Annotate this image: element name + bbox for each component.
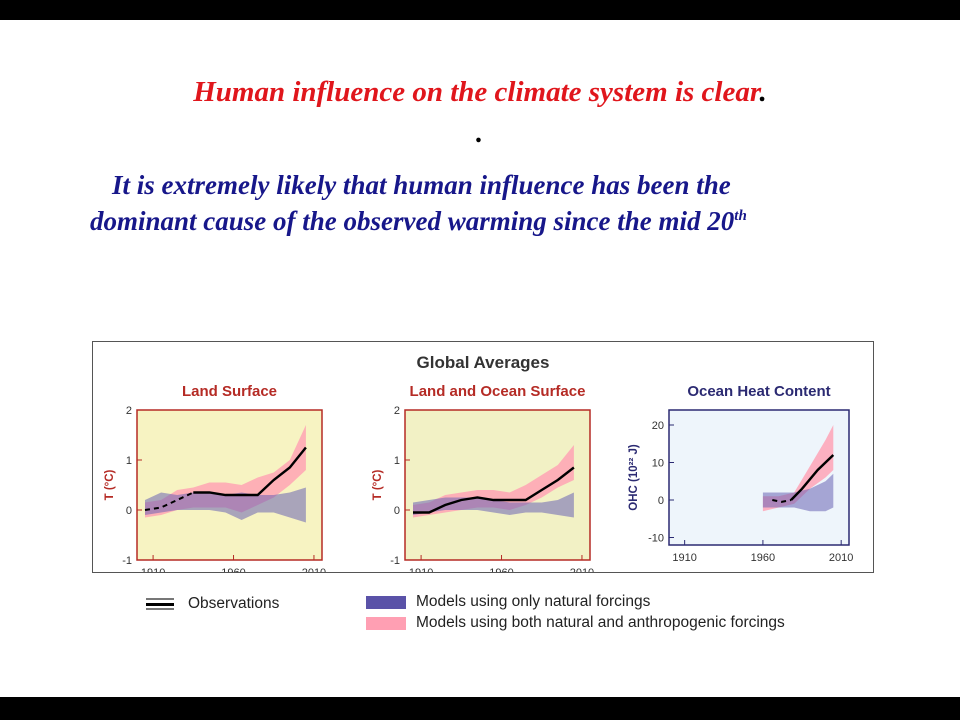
- headline-period: .: [759, 76, 767, 108]
- panel-title: Land and Ocean Surface: [410, 383, 586, 400]
- y-tick-label: -10: [648, 533, 664, 545]
- series-natural-band: [413, 492, 574, 518]
- panel-3: Ocean Heat Content -10 0 10 20 1910 1960 2010 OH…: [628, 383, 853, 564]
- legend-natural-label: Models using only natural forcings: [416, 593, 651, 610]
- panel-frame: [136, 409, 323, 561]
- x-tick-label: 1960: [221, 567, 245, 572]
- x-tick-label: 1910: [672, 552, 696, 564]
- y-tick-label: 2: [126, 405, 132, 417]
- y-axis-label: T (°C): [104, 469, 116, 500]
- separator-dot: .: [476, 118, 483, 149]
- x-tick-label: 2010: [570, 567, 594, 572]
- statement-line-1: It is extremely likely that human influe…: [112, 170, 731, 200]
- y-tick-label: 2: [394, 405, 400, 417]
- panel-title: Land Surface: [182, 383, 277, 400]
- legend-anthro-swatch: [366, 617, 406, 630]
- x-tick-label: 1960: [751, 552, 775, 564]
- y-tick-label: 0: [658, 495, 664, 507]
- y-tick-label: 0: [394, 505, 400, 517]
- legend: Observations Models using only natural f…: [140, 590, 900, 660]
- slide: Human influence on the climate system is…: [0, 20, 960, 697]
- y-tick-label: -1: [390, 555, 400, 567]
- statement: It is extremely likely that human influe…: [90, 167, 890, 239]
- y-tick-label: 1: [394, 455, 400, 467]
- y-axis-label: OHC (10²² J): [628, 444, 640, 511]
- series-observations: [790, 454, 835, 501]
- statement-line-2: dominant cause of the observed warming s…: [90, 206, 747, 236]
- x-tick-label: 1910: [409, 567, 433, 572]
- statement-line-2-text: dominant cause of the observed warming s…: [90, 206, 735, 236]
- y-tick-label: 0: [126, 505, 132, 517]
- statement-superscript: th: [734, 208, 747, 224]
- series-observations: [413, 466, 575, 514]
- panel-2: Land and Ocean Surface -1 0 1 2 1910 1960 2010 T…: [372, 383, 594, 572]
- series-observations-dashed: [772, 499, 792, 503]
- series-observations: [193, 446, 307, 497]
- panel-title: Ocean Heat Content: [687, 383, 830, 400]
- panel-frame: [668, 409, 850, 546]
- legend-natural-swatch: [366, 596, 406, 609]
- y-tick-label: -1: [122, 555, 132, 567]
- y-axis-label: T (°C): [372, 469, 384, 500]
- panel-1: Land Surface -1 0 1 2 1910 1960 2010 T (°C): [104, 383, 326, 572]
- headline-text: Human influence on the climate system is…: [193, 76, 760, 108]
- figure-title: Global Averages: [417, 353, 550, 372]
- legend-anthro-label: Models using both natural and anthropoge…: [416, 614, 785, 631]
- headline: Human influence on the climate system is…: [0, 76, 960, 109]
- series-natural-band: [145, 487, 306, 523]
- x-tick-label: 1910: [141, 567, 165, 572]
- y-tick-label: 1: [126, 455, 132, 467]
- x-tick-label: 1960: [489, 567, 513, 572]
- y-tick-label: 20: [652, 420, 664, 432]
- x-tick-label: 2010: [302, 567, 326, 572]
- y-tick-label: 10: [652, 458, 664, 470]
- panel-frame: [404, 409, 591, 561]
- legend-observations-label: Observations: [188, 595, 280, 612]
- legend-observations-swatch: [146, 598, 174, 610]
- x-tick-label: 2010: [829, 552, 853, 564]
